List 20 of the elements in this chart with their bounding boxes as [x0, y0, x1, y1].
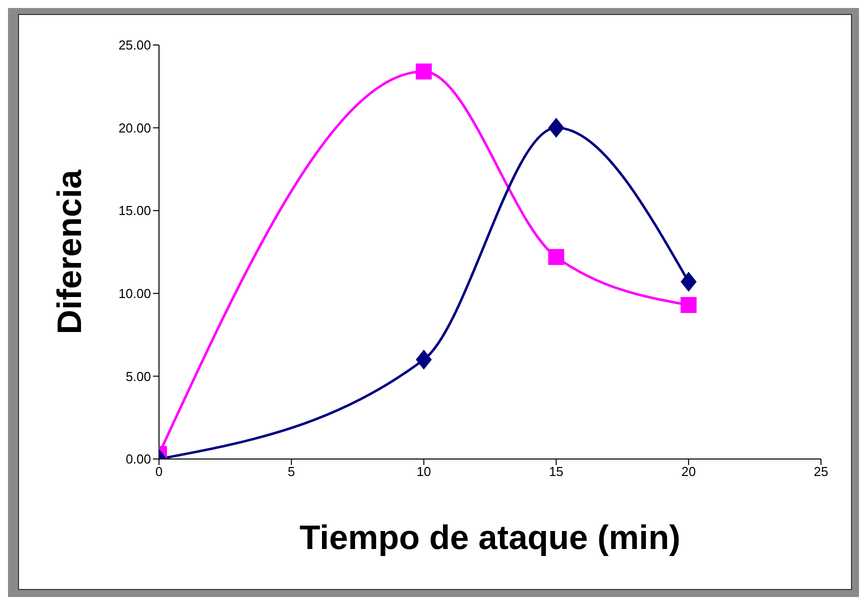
x-tick-label: 5	[288, 464, 296, 480]
x-tick-label: 10	[416, 464, 432, 480]
y-tick-label: 10.00	[118, 286, 151, 302]
point	[548, 248, 564, 265]
point	[416, 350, 432, 370]
point	[548, 118, 564, 138]
y-tick-label: 25.00	[118, 38, 151, 53]
x-tick-label: 20	[681, 464, 696, 480]
x-axis-title: Tiempo de ataque (min)	[300, 519, 680, 557]
point	[416, 63, 432, 80]
x-tick-label: 25	[814, 464, 828, 480]
y-tick-label: 20.00	[118, 120, 151, 136]
y-tick-label: 15.00	[118, 203, 151, 218]
y-axis-title: Diferencia	[51, 168, 90, 334]
point	[680, 272, 697, 292]
y-tick-label: 0.00	[126, 452, 151, 467]
x-tick-label: 0	[155, 464, 163, 480]
point	[680, 296, 697, 313]
x-tick-label: 15	[548, 464, 564, 480]
y-tick-label: 5.00	[126, 368, 151, 384]
